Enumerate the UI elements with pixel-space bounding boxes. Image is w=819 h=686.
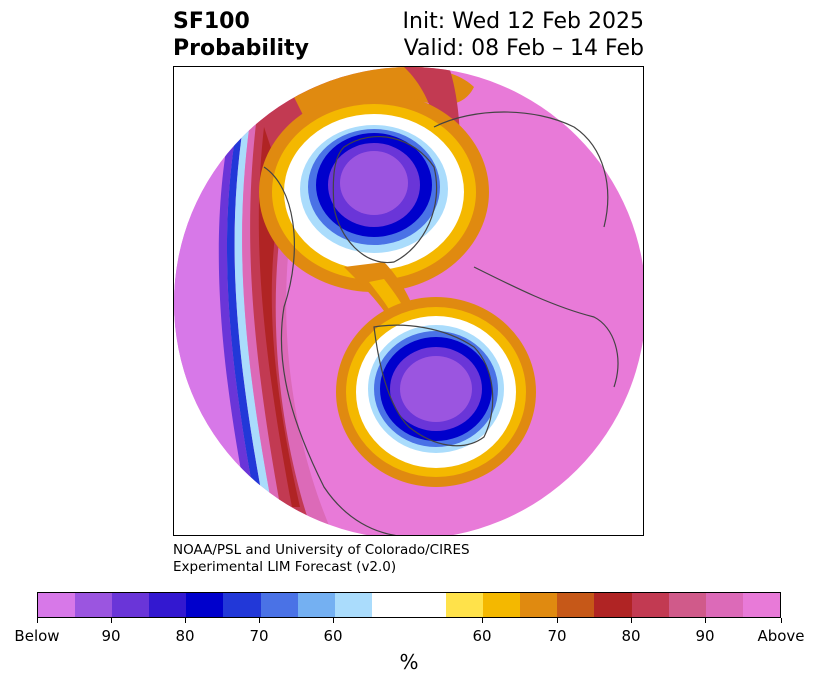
- init-date: Init: Wed 12 Feb 2025: [402, 9, 644, 34]
- coastlines: [263, 111, 619, 535]
- credit-line-2: Experimental LIM Forecast (v2.0): [173, 559, 397, 575]
- colorbar-tick-label: 80: [621, 627, 641, 645]
- colorbar-segment: [668, 593, 706, 617]
- colorbar-tick-label: 70: [249, 627, 269, 645]
- colorbar-segment: [483, 593, 521, 617]
- forecast-map: [173, 66, 644, 536]
- colorbar-segment: [38, 593, 76, 617]
- colorbar-segment: [334, 593, 372, 617]
- colorbar-segment: [631, 593, 669, 617]
- map-svg: [174, 67, 643, 535]
- colorbar-tick-label: 90: [101, 627, 121, 645]
- variable-subtitle: Probability: [173, 36, 309, 61]
- colorbar-tick-label: 70: [547, 627, 567, 645]
- colorbar-unit: %: [399, 650, 419, 674]
- colorbar-tick-label: 60: [323, 627, 343, 645]
- colorbar-segment: [594, 593, 632, 617]
- colorbar-segment: [705, 593, 743, 617]
- valid-range: Valid: 08 Feb – 14 Feb: [403, 36, 644, 61]
- colorbar-segment: [520, 593, 558, 617]
- colorbar-segment: [112, 593, 150, 617]
- colorbar-tick-mark: [111, 618, 112, 623]
- colorbar-segment: [75, 593, 113, 617]
- colorbar-tick-mark: [185, 618, 186, 623]
- credit-block: NOAA/PSL and University of Colorado/CIRE…: [173, 542, 470, 576]
- colorbar-segment: [223, 593, 261, 617]
- colorbar-tick-mark: [705, 618, 706, 623]
- colorbar-tick-label: 90: [695, 627, 715, 645]
- colorbar-tick-label: Below: [14, 627, 60, 645]
- colorbar-tick-mark: [259, 618, 260, 623]
- colorbar-segment: [260, 593, 298, 617]
- chart-title-block: SF100 Probability: [173, 8, 309, 62]
- colorbar-segment: [446, 593, 484, 617]
- colorbar-tick-label: 60: [472, 627, 492, 645]
- forecast-dates-block: Init: Wed 12 Feb 2025 Valid: 08 Feb – 14…: [403, 8, 644, 62]
- colorbar-segment: [742, 593, 780, 617]
- colorbar-segment: [186, 593, 224, 617]
- colorbar-tick-mark: [37, 618, 38, 623]
- colorbar-tick-mark: [781, 618, 782, 623]
- colorbar-tick-label: Above: [757, 627, 805, 645]
- colorbar-tick-mark: [631, 618, 632, 623]
- colorbar-tick-mark: [482, 618, 483, 623]
- colorbar: [37, 592, 781, 618]
- colorbar-segment: [149, 593, 187, 617]
- colorbar-tick-label: 80: [175, 627, 195, 645]
- colorbar-tick-mark: [557, 618, 558, 623]
- variable-name: SF100: [173, 9, 250, 34]
- colorbar-segment: [297, 593, 335, 617]
- colorbar-tick-mark: [333, 618, 334, 623]
- colorbar-segment: [557, 593, 595, 617]
- credit-line-1: NOAA/PSL and University of Colorado/CIRE…: [173, 542, 470, 558]
- colorbar-segment: [371, 593, 447, 617]
- probability-field: [174, 67, 643, 535]
